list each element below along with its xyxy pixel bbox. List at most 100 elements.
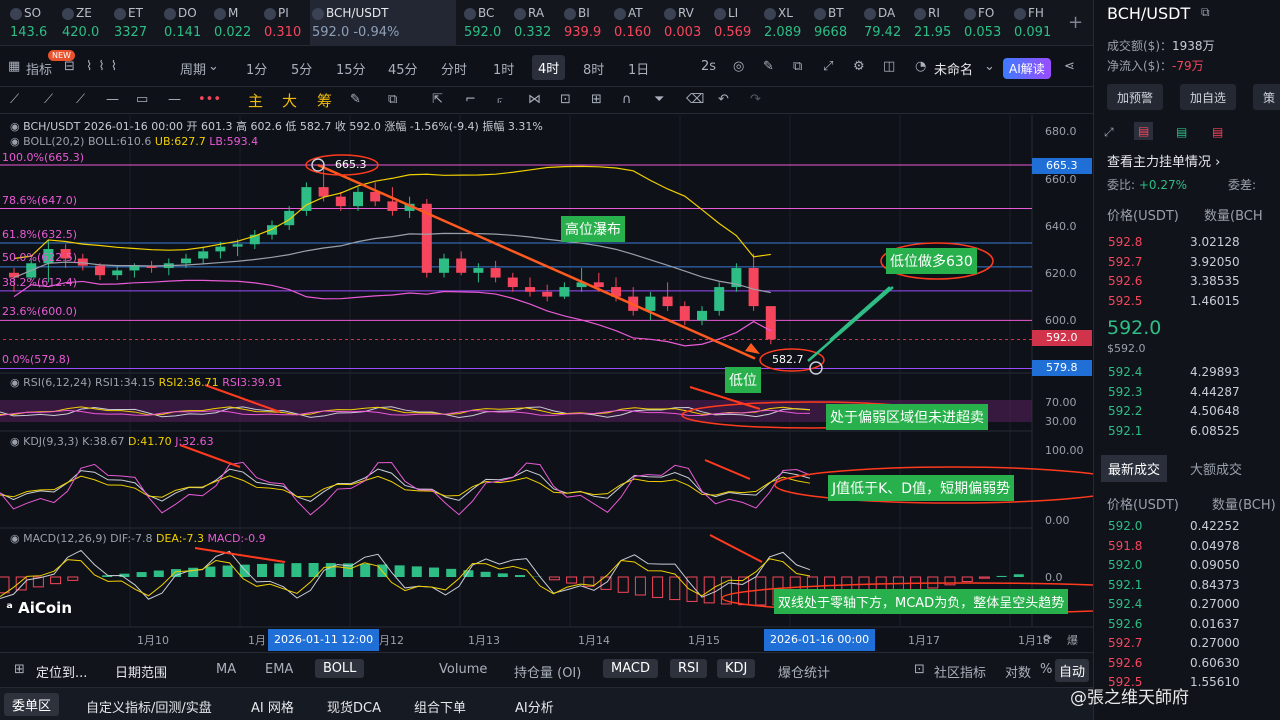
date-range-button[interactable]: 日期范围 xyxy=(115,666,168,681)
book-both-icon[interactable]: ▤ xyxy=(1134,122,1154,140)
book-price[interactable]: 592.6 xyxy=(1108,274,1143,288)
filter-icon[interactable]: ⏷ xyxy=(654,92,665,107)
percent-scale[interactable]: % xyxy=(1040,662,1053,677)
ticker-tab[interactable]: AT 0.160 xyxy=(612,0,660,46)
ticker-tab[interactable]: LI 0.569 xyxy=(712,0,760,46)
layers-icon[interactable]: ◫ xyxy=(883,59,896,74)
book-price[interactable]: 592.4 xyxy=(1108,365,1143,379)
book-price[interactable]: 592.1 xyxy=(1108,577,1143,592)
tab-combo[interactable]: 组合下单 xyxy=(414,701,467,716)
ind-boll[interactable]: BOLL xyxy=(315,659,365,678)
book-asks-icon[interactable]: ▤ xyxy=(1212,125,1224,139)
ticker-tab[interactable]: DO 0.141 xyxy=(162,0,210,46)
share-icon[interactable]: ⋖ xyxy=(1064,59,1075,74)
ticker-tab[interactable]: FO 0.053 xyxy=(962,0,1010,46)
ruler-tool-icon[interactable]: ⌐ xyxy=(465,92,476,107)
settings-icon[interactable]: ⚙ xyxy=(853,59,865,74)
chart-area[interactable]: ◉ BCH/USDT 2026-01-16 00:00 开 601.3 高 60… xyxy=(0,115,1093,652)
ticker-tab[interactable]: DA 79.42 xyxy=(862,0,910,46)
legend-eye-icon[interactable]: ◉ xyxy=(10,120,24,133)
strategy-button[interactable]: 策 xyxy=(1253,84,1280,110)
rect-tool-icon[interactable]: ▭ xyxy=(136,92,149,107)
copy-icon[interactable]: ⧉ xyxy=(1201,5,1210,19)
pattern-tool-icon[interactable]: ⋈ xyxy=(528,92,541,107)
layout-icon[interactable]: ⊟ xyxy=(64,59,75,74)
lock-icon[interactable]: ⊡ xyxy=(560,92,571,107)
ticker-tab[interactable]: XL 2.089 xyxy=(762,0,810,46)
ticker-tab[interactable]: BCH/USDT 592.0 -0.94% xyxy=(310,0,456,46)
ticker-tab[interactable]: BI 939.9 xyxy=(562,0,610,46)
book-price[interactable]: 592.6 xyxy=(1108,655,1143,670)
ind-oi[interactable]: 持仓量 (OI) xyxy=(514,666,582,681)
undo-icon[interactable]: ↶ xyxy=(718,92,729,107)
period-button[interactable]: 周期 xyxy=(180,63,207,78)
locate-button[interactable]: 定位到... xyxy=(36,666,88,681)
tf-1h[interactable]: 1时 xyxy=(493,63,515,78)
legend-eye-icon[interactable]: ◉ xyxy=(10,435,24,448)
tf-15m[interactable]: 15分 xyxy=(336,63,366,78)
book-price[interactable]: 592.7 xyxy=(1108,636,1143,650)
locate-icon[interactable]: ⊞ xyxy=(14,662,25,677)
ticker-tab[interactable]: RA 0.332 xyxy=(512,0,560,46)
add-watchlist-button[interactable]: 加自选 xyxy=(1180,84,1237,110)
ticker-tab[interactable]: BC 592.0 xyxy=(462,0,510,46)
add-tab-icon[interactable]: + xyxy=(1068,12,1084,33)
tab-dca[interactable]: 现货DCA xyxy=(327,701,381,716)
ticker-tab[interactable]: M 0.022 xyxy=(212,0,260,46)
ind-liquidation[interactable]: 爆仓统计 xyxy=(778,666,831,681)
lock-scale-icon[interactable]: ⟳ xyxy=(1043,632,1053,645)
ticker-tab[interactable]: SO 143.6 xyxy=(8,0,56,46)
chip-button[interactable]: 筹 xyxy=(317,92,333,110)
book-price[interactable]: 592.7 xyxy=(1108,254,1143,269)
auto-scale[interactable]: 自动 xyxy=(1055,659,1090,682)
book-price[interactable]: 591.8 xyxy=(1108,538,1143,553)
ind-ma[interactable]: MA xyxy=(216,662,237,677)
book-price[interactable]: 592.1 xyxy=(1108,423,1143,438)
chevron-down-icon[interactable]: ⌄ xyxy=(208,59,219,74)
expand-icon[interactable]: ⤢ xyxy=(1104,125,1114,139)
tf-8h[interactable]: 8时 xyxy=(583,63,605,78)
template-select[interactable]: 未命名 xyxy=(934,63,974,78)
ind-volume[interactable]: Volume xyxy=(439,662,488,677)
tab-ai-analysis[interactable]: AI分析 xyxy=(515,701,554,716)
refresh-2s[interactable]: 2s xyxy=(701,59,717,74)
ticker-tab[interactable]: ZE 420.0 xyxy=(60,0,108,46)
ticker-tab[interactable]: RI 21.95 xyxy=(912,0,960,46)
book-price[interactable]: 592.5 xyxy=(1108,675,1143,689)
ray-tool-icon[interactable]: ⟋ xyxy=(44,92,54,107)
liquidation-icon[interactable]: 爆 xyxy=(1067,634,1078,647)
ticker-tab[interactable]: BT 9668 xyxy=(812,0,860,46)
more-tools-icon[interactable]: ••• xyxy=(198,92,222,107)
ticker-tab[interactable]: RV 0.003 xyxy=(662,0,710,46)
cursor-tool-icon[interactable]: ⇱ xyxy=(432,92,443,107)
window-icon[interactable]: ⧉ xyxy=(793,59,803,74)
ai-interpret-button[interactable]: AI解读 xyxy=(1003,58,1051,79)
book-price[interactable]: 592.0 xyxy=(1108,519,1143,533)
tab-large-trades[interactable]: 大额成交 xyxy=(1190,463,1243,478)
ticker-tab[interactable]: PI 0.310 xyxy=(262,0,308,46)
community-indicators[interactable]: 社区指标 xyxy=(934,666,987,681)
book-price[interactable]: 592.8 xyxy=(1108,235,1143,249)
main-orders-link[interactable]: 查看主力挂单情况 › xyxy=(1107,155,1221,170)
book-price[interactable]: 592.4 xyxy=(1108,597,1143,611)
tf-time[interactable]: 分时 xyxy=(441,63,468,78)
text-tool-icon[interactable]: ⟔ xyxy=(497,92,504,107)
legend-eye-icon[interactable]: ◉ xyxy=(10,532,24,545)
hide-icon[interactable]: ⊞ xyxy=(591,92,602,107)
tf-1d[interactable]: 1日 xyxy=(628,63,650,78)
tf-1m[interactable]: 1分 xyxy=(246,63,268,78)
redo-icon[interactable]: ↷ xyxy=(750,92,761,107)
indicator-icon[interactable]: ▦ xyxy=(8,59,21,74)
book-bids-icon[interactable]: ▤ xyxy=(1176,125,1188,139)
tf-45m[interactable]: 45分 xyxy=(388,63,418,78)
legend-eye-icon[interactable]: ◉ xyxy=(10,135,24,148)
legend-eye-icon[interactable]: ◉ xyxy=(10,376,24,389)
ticker-tab[interactable]: ET 3327 xyxy=(112,0,160,46)
tab-orders[interactable]: 委单区 xyxy=(4,693,60,716)
tf-5m[interactable]: 5分 xyxy=(291,63,313,78)
community-icon[interactable]: ⊡ xyxy=(914,662,925,677)
hline-tool-icon[interactable]: — xyxy=(106,92,119,107)
chart-tools-icons[interactable]: ⌇⌇⌇ xyxy=(86,59,124,74)
magnet-icon[interactable]: ∩ xyxy=(622,92,632,107)
chevron-down-icon[interactable]: ⌄ xyxy=(984,59,995,74)
